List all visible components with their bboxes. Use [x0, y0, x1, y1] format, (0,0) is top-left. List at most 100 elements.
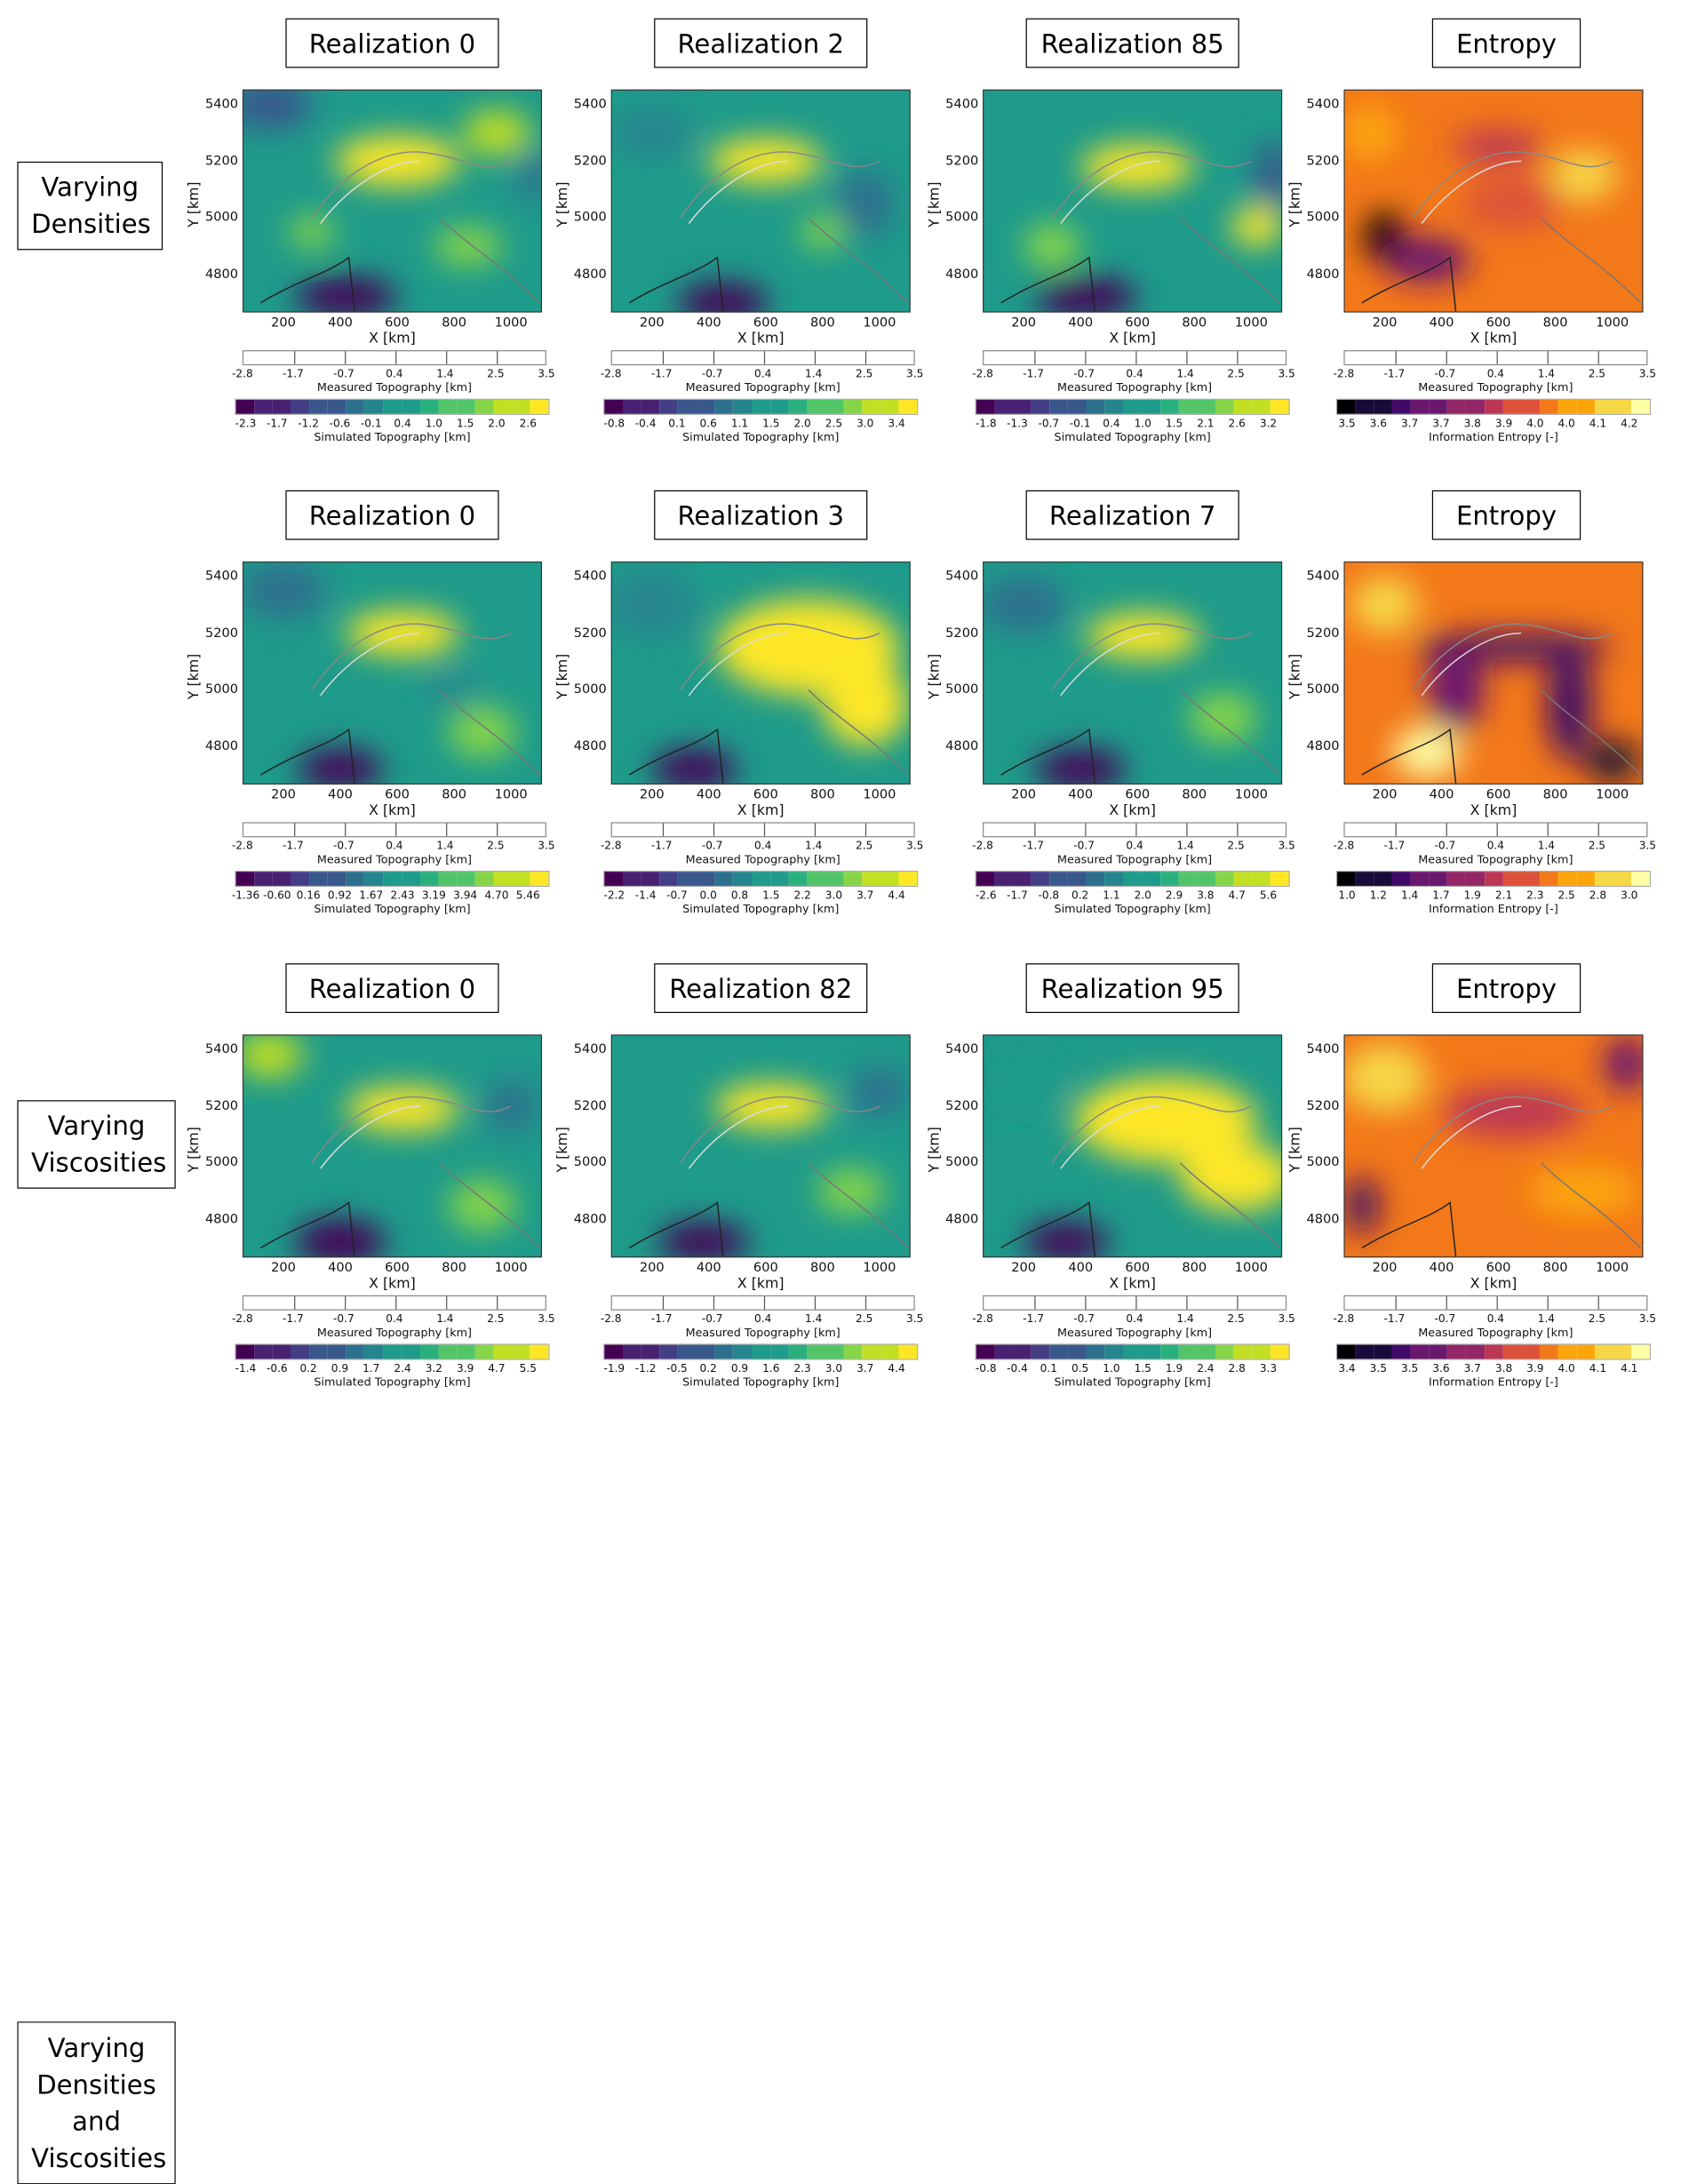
colorbar-step	[1631, 399, 1650, 414]
heatmap-plot	[610, 561, 911, 785]
y-tick-label: 4800	[1306, 737, 1340, 753]
measured-colorbar-tick: 2.5	[487, 840, 505, 853]
heatmap-field-region	[346, 1086, 460, 1132]
coastline-contour	[628, 256, 724, 312]
colorbar-step	[272, 872, 291, 886]
colorbar-tick-line	[1395, 1295, 1397, 1310]
colorbar-tick: 2.0	[1134, 889, 1151, 903]
colorbar-step	[1104, 399, 1124, 414]
colorbar-step	[862, 399, 880, 414]
y-axis-label: Y [km]	[927, 653, 944, 699]
measured-colorbar-tick: 2.5	[487, 368, 505, 381]
plot-frame	[1343, 1034, 1644, 1258]
colorbar-step	[1613, 399, 1632, 414]
x-tick-label: 1000	[494, 315, 528, 331]
measured-colorbar-tick: -1.7	[1023, 368, 1044, 381]
measured-colorbar-tick: -1.7	[650, 368, 673, 381]
y-axis-label: Y [km]	[186, 1126, 203, 1172]
colorbar-tick: -1.3	[1007, 418, 1028, 430]
x-tick-label: 200	[271, 1259, 296, 1275]
topography-contour	[1060, 160, 1160, 224]
heatmap-field-region	[1035, 749, 1127, 785]
plot-frame	[610, 561, 911, 785]
panel-title: Realization 82	[654, 963, 868, 1014]
heatmap-field-region	[850, 1066, 908, 1118]
panel-title: Realization 0	[285, 963, 499, 1014]
simulated-colorbar	[603, 398, 919, 415]
heatmap-field-region	[1604, 1035, 1644, 1093]
x-tick-label: 800	[809, 315, 835, 331]
colorbar-tick-line	[814, 823, 817, 837]
colorbar-step	[272, 1344, 291, 1359]
heatmap-plot	[242, 89, 543, 313]
row-label-line: Varying	[47, 2032, 146, 2063]
colorbar-step	[1521, 399, 1540, 414]
colorbar-tick: -1.36	[231, 889, 260, 903]
colorbar-tick: 3.2	[1259, 418, 1278, 430]
simulated-colorbar	[603, 870, 919, 888]
colorbar-tick: 0.0	[699, 889, 717, 903]
colorbar-step	[1392, 872, 1411, 886]
colorbar-step	[769, 1344, 789, 1359]
colorbar-tick: 3.7	[1432, 418, 1450, 430]
colorbar-tick-line	[446, 1295, 448, 1310]
colorbar-tick: -1.7	[266, 418, 288, 430]
heatmap-field-region	[817, 1168, 886, 1215]
x-axis-label: X [km]	[1109, 1275, 1156, 1293]
colorbar-step	[1013, 399, 1032, 414]
colorbar-tick: 4.0	[1558, 418, 1575, 430]
topography-contour	[680, 1096, 880, 1164]
y-tick-label: 4800	[945, 266, 979, 282]
colorbar-step	[1576, 1344, 1595, 1359]
coastline-contour	[259, 256, 355, 312]
measured-colorbar-tick: 3.5	[538, 840, 555, 853]
x-tick-label: 400	[328, 786, 353, 802]
colorbar-step	[1197, 399, 1215, 414]
colorbar-step	[862, 872, 880, 886]
measured-colorbar	[1343, 1295, 1648, 1311]
colorbar-step	[604, 1344, 624, 1359]
plot-frame	[983, 1034, 1283, 1258]
topography-contour	[808, 1162, 909, 1249]
colorbar-step	[976, 399, 995, 414]
colorbar-step	[1215, 872, 1234, 886]
measured-colorbar-label: Measured Topography [km]	[1057, 1326, 1213, 1340]
colorbar-step	[1123, 872, 1143, 886]
panel-title: Entropy	[1431, 963, 1581, 1014]
x-tick-label: 1000	[1234, 1259, 1268, 1275]
y-axis-label: Y [km]	[186, 653, 203, 699]
colorbar-step	[641, 399, 660, 414]
colorbar-tick-line	[763, 1295, 766, 1310]
colorbar-tick: 1.67	[359, 889, 384, 903]
colorbar-tick-line	[1034, 823, 1036, 837]
colorbar-step	[530, 872, 549, 886]
colorbar-step	[678, 399, 697, 414]
colorbar-step	[1539, 872, 1558, 886]
y-tick-label: 4800	[945, 1210, 979, 1226]
measured-colorbar	[610, 1295, 915, 1311]
colorbar-tick: 1.0	[1103, 1363, 1120, 1375]
coastline-contour	[1361, 728, 1457, 784]
measured-colorbar-tick: 0.4	[1126, 840, 1143, 853]
colorbar-tick-line	[1237, 1295, 1239, 1310]
colorbar-tick: -1.2	[634, 1363, 657, 1375]
topography-contour	[1412, 151, 1613, 219]
colorbar-tick-line	[345, 823, 347, 837]
x-tick-label: 400	[1068, 786, 1094, 802]
y-tick-label: 5000	[573, 1154, 607, 1170]
colorbar-step	[254, 1344, 273, 1359]
colorbar-tick: 0.9	[730, 1363, 749, 1375]
measured-colorbar-tick: 3.5	[906, 1313, 924, 1326]
topography-contour	[1541, 1162, 1642, 1249]
topography-contour	[688, 1105, 789, 1169]
topography-contour	[1060, 632, 1160, 697]
colorbar-step	[604, 399, 624, 414]
topography-contour	[439, 689, 540, 776]
colorbar-step	[474, 1344, 494, 1359]
topography-contour	[688, 160, 789, 224]
heatmap-field-region	[708, 138, 823, 184]
y-tick-label: 5200	[1306, 152, 1340, 168]
measured-colorbar-tick: 2.5	[1227, 368, 1245, 381]
x-tick-label: 600	[385, 786, 410, 802]
row-label-line: Viscosities	[31, 2142, 167, 2173]
